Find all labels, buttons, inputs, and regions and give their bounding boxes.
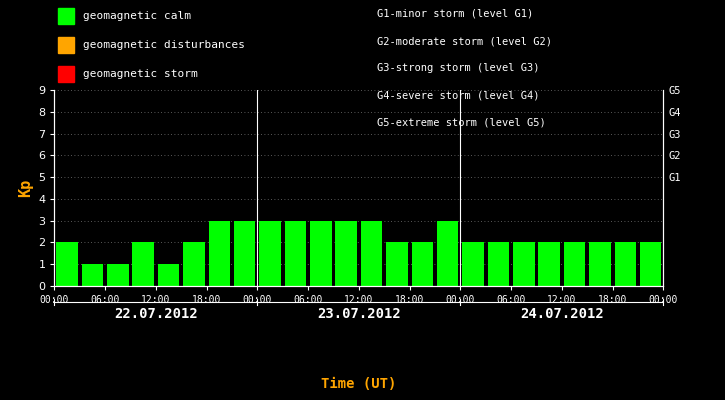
Bar (640, 242, 661, 286)
Bar (336, 221, 357, 286)
Text: geomagnetic storm: geomagnetic storm (83, 69, 197, 78)
Text: geomagnetic calm: geomagnetic calm (83, 11, 191, 21)
Bar (133, 242, 154, 286)
Bar (183, 242, 204, 286)
Bar (209, 221, 230, 286)
Bar (513, 242, 534, 286)
Text: G4-severe storm (level G4): G4-severe storm (level G4) (377, 91, 539, 101)
Bar (82, 264, 103, 286)
Text: G3-strong storm (level G3): G3-strong storm (level G3) (377, 64, 539, 74)
Bar (260, 221, 281, 286)
Bar (589, 242, 610, 286)
Text: geomagnetic disturbances: geomagnetic disturbances (83, 40, 244, 50)
Bar (310, 221, 331, 286)
Text: G5-extreme storm (level G5): G5-extreme storm (level G5) (377, 118, 546, 128)
Text: G1-minor storm (level G1): G1-minor storm (level G1) (377, 9, 534, 19)
Bar (539, 242, 560, 286)
Y-axis label: Kp: Kp (17, 179, 33, 197)
Bar (412, 242, 433, 286)
Text: 24.07.2012: 24.07.2012 (520, 307, 604, 321)
Bar (158, 264, 179, 286)
Bar (463, 242, 484, 286)
Bar (107, 264, 128, 286)
Bar (234, 221, 255, 286)
Bar (386, 242, 407, 286)
Text: Time (UT): Time (UT) (321, 377, 397, 391)
Bar (361, 221, 382, 286)
Text: G2-moderate storm (level G2): G2-moderate storm (level G2) (377, 36, 552, 46)
Bar (615, 242, 636, 286)
Bar (57, 242, 78, 286)
Bar (564, 242, 585, 286)
Bar (488, 242, 509, 286)
Text: 23.07.2012: 23.07.2012 (317, 307, 401, 321)
Bar (285, 221, 306, 286)
Bar (437, 221, 458, 286)
Text: 22.07.2012: 22.07.2012 (114, 307, 198, 321)
